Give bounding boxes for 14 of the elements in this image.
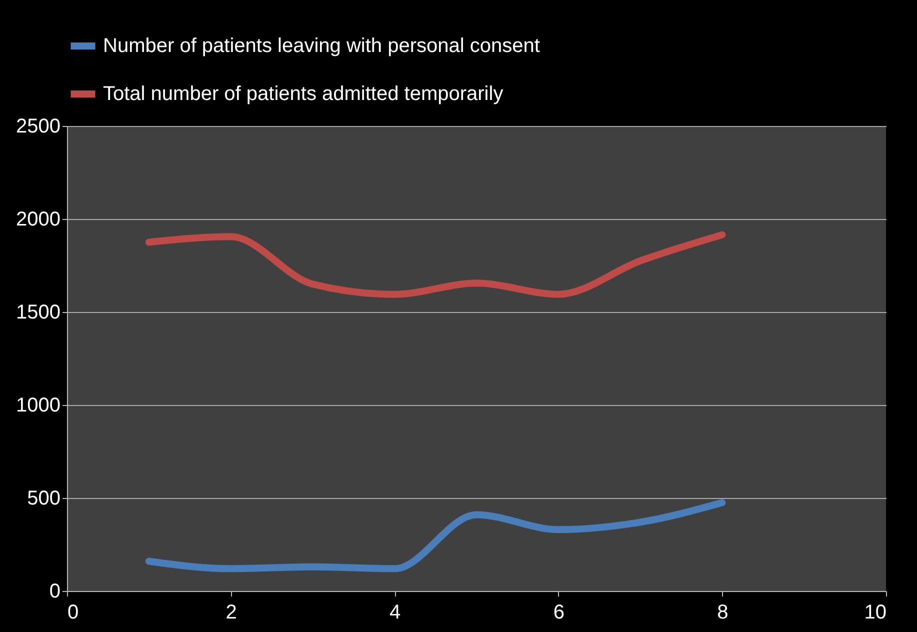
x-tick-label: 6 xyxy=(553,602,564,624)
x-tick-label: 8 xyxy=(717,602,728,624)
x-tick-label: 0 xyxy=(68,602,79,624)
y-tick-label: 2500 xyxy=(16,116,60,138)
x-tick-label: 4 xyxy=(390,602,401,624)
y-tick-label: 1500 xyxy=(16,302,60,324)
y-tick-label: 1000 xyxy=(16,394,60,416)
legend-label: Number of patients leaving with personal consent xyxy=(103,35,540,57)
y-tick-label: 0 xyxy=(49,580,60,602)
y-tick-label: 500 xyxy=(27,488,60,510)
legend-label: Total number of patients admitted temporarily xyxy=(103,83,504,105)
x-tick-label: 10 xyxy=(864,602,886,624)
x-tick-label: 2 xyxy=(226,602,237,624)
y-tick-label: 2000 xyxy=(16,208,60,230)
